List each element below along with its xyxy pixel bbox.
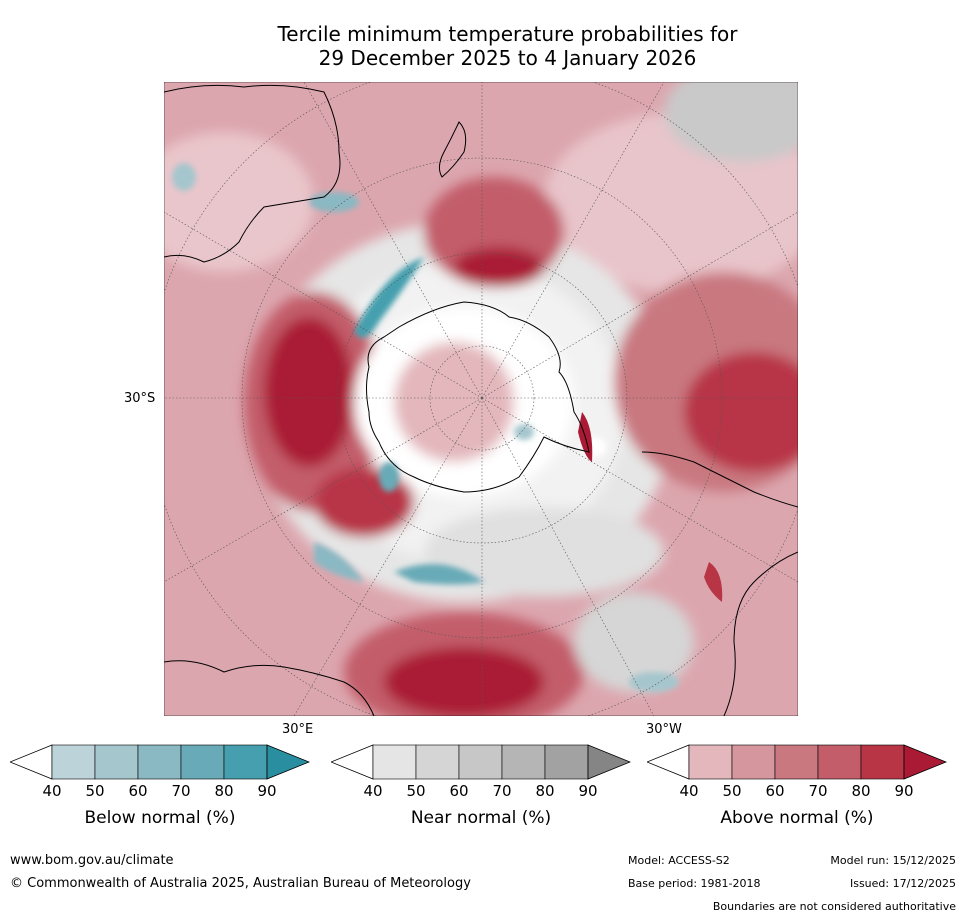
- colorbar-below-segment: [51, 744, 96, 780]
- colorbar-above-segment: [731, 744, 776, 780]
- colorbar-above-tick: 60: [765, 782, 785, 800]
- below-normal-patches: [172, 163, 679, 692]
- colorbar-above-title: Above normal (%): [720, 808, 874, 828]
- base-period-text: Base period: 1981-2018: [628, 877, 761, 890]
- model-run-text: Model run: 15/12/2025: [830, 854, 956, 867]
- colorbar-below-tick: 80: [214, 782, 234, 800]
- lon-label-30e: 30°E: [282, 722, 314, 737]
- colorbar-below-min-extend: [8, 744, 53, 780]
- colorbar-near-tick: 80: [535, 782, 555, 800]
- colorbar-above-segment: [860, 744, 905, 780]
- colorbar-near-min-extend: [329, 744, 374, 780]
- copyright-text: © Commonwealth of Australia 2025, Austra…: [10, 876, 471, 891]
- lon-label-30w: 30°W: [646, 722, 682, 737]
- colorbar-below-tick: 60: [128, 782, 148, 800]
- colorbar-near-tick: 70: [492, 782, 512, 800]
- disclaimer-text: Boundaries are not considered authoritat…: [712, 900, 956, 913]
- colorbar-near-tick: 90: [578, 782, 598, 800]
- colorbar-below-tick: 90: [257, 782, 277, 800]
- chart-title: Tercile minimum temperature probabilitie…: [160, 22, 855, 70]
- colorbar-above-tick: 40: [679, 782, 699, 800]
- colorbar-below-title: Below normal (%): [84, 808, 236, 828]
- colorbar-near-tick: 50: [406, 782, 426, 800]
- coastlines: [164, 84, 798, 716]
- colorbar-near: 40 50 60 70 80 90 Near normal (%): [329, 744, 632, 828]
- title-line-2: 29 December 2025 to 4 January 2026: [318, 46, 697, 70]
- colorbar-above-min-extend: [645, 744, 690, 780]
- title-line-1: Tercile minimum temperature probabilitie…: [277, 22, 738, 46]
- website-link[interactable]: www.bom.gov.au/climate: [10, 853, 174, 868]
- colorbar-below-strip: [8, 744, 311, 780]
- colorbar-below-tick: 40: [42, 782, 62, 800]
- graticule: [164, 82, 798, 716]
- colorbar-below-max-extend: [266, 744, 311, 780]
- colorbar-near-segment: [544, 744, 589, 780]
- colorbar-near-tick: 60: [449, 782, 469, 800]
- south-america-anomaly: [704, 562, 723, 602]
- colorbar-above-max-extend: [903, 744, 948, 780]
- colorbar-near-segment: [415, 744, 460, 780]
- colorbar-above-strip: [645, 744, 948, 780]
- model-text: Model: ACCESS-S2: [628, 854, 730, 867]
- colorbar-above-segment: [688, 744, 733, 780]
- colorbar-near-segment: [501, 744, 546, 780]
- colorbar-above-tick: 50: [722, 782, 742, 800]
- colorbar-above-tick: 90: [894, 782, 914, 800]
- colorbar-below-segment: [94, 744, 139, 780]
- colorbar-near-segment: [458, 744, 503, 780]
- colorbar-near-strip: [329, 744, 632, 780]
- colorbar-below-tick: 70: [171, 782, 191, 800]
- colorbar-above-tick: 70: [808, 782, 828, 800]
- colorbar-below-segment: [180, 744, 225, 780]
- colorbar-near-segment: [372, 744, 417, 780]
- colorbar-above-tick: 80: [851, 782, 871, 800]
- colorbar-below-tick: 50: [85, 782, 105, 800]
- colorbar-near-tick: 40: [363, 782, 383, 800]
- colorbar-near-title: Near normal (%): [410, 808, 552, 828]
- lat-label-30s: 30°S: [124, 391, 156, 406]
- colorbar-below: 40 50 60 70 80 90 Below normal (%): [8, 744, 311, 828]
- colorbar-below-segment: [223, 744, 268, 780]
- colorbar-near-max-extend: [587, 744, 632, 780]
- colorbar-above: 40 50 60 70 80 90 Above normal (%): [645, 744, 948, 828]
- colorbar-above-segment: [774, 744, 819, 780]
- colorbar-above-segment: [817, 744, 862, 780]
- issued-text: Issued: 17/12/2025: [849, 877, 956, 890]
- probability-map: [164, 82, 798, 716]
- colorbar-below-segment: [137, 744, 182, 780]
